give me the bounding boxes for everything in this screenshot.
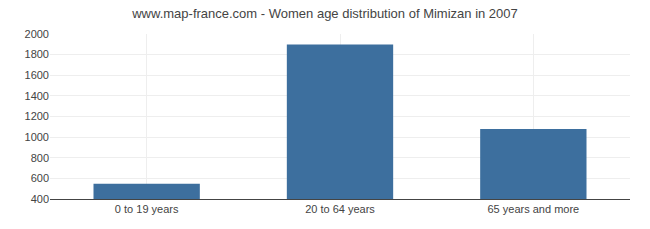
svg-text:65 years and more: 65 years and more: [487, 203, 579, 215]
svg-text:1800: 1800: [25, 48, 49, 60]
svg-text:1600: 1600: [25, 69, 49, 81]
svg-text:400: 400: [31, 193, 49, 205]
svg-text:0 to 19 years: 0 to 19 years: [115, 203, 179, 215]
svg-text:1200: 1200: [25, 110, 49, 122]
svg-text:800: 800: [31, 152, 49, 164]
svg-text:600: 600: [31, 172, 49, 184]
svg-text:1400: 1400: [25, 90, 49, 102]
svg-text:1000: 1000: [25, 131, 49, 143]
svg-text:2000: 2000: [25, 28, 49, 40]
svg-text:20 to 64 years: 20 to 64 years: [305, 203, 375, 215]
svg-text:www.map-france.com - Women age: www.map-france.com - Women age distribut…: [131, 6, 518, 21]
